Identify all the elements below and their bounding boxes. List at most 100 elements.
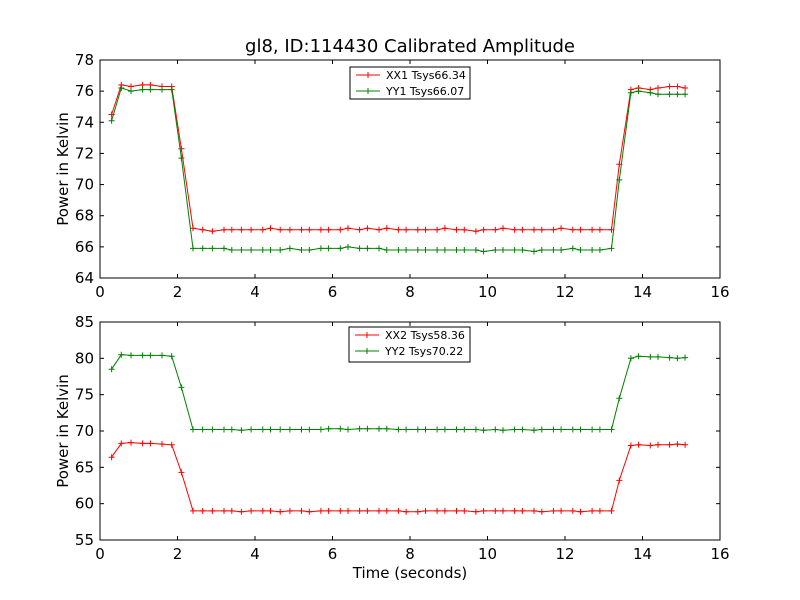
data-point: [550, 426, 557, 433]
data-point: [461, 426, 468, 433]
data-point: [461, 247, 468, 253]
data-point: [492, 247, 499, 253]
data-point: [383, 247, 390, 253]
data-point: [267, 225, 274, 232]
data-point: [519, 426, 526, 433]
data-point: [376, 245, 382, 252]
data-point: [666, 91, 673, 98]
data-point: [306, 226, 313, 233]
data-point: [178, 469, 185, 476]
data-point: [519, 226, 526, 233]
data-point: [414, 247, 421, 253]
data-point: [383, 225, 390, 232]
data-point: [199, 507, 206, 514]
data-point: [655, 91, 661, 98]
data-point: [364, 225, 371, 232]
data-point: [267, 507, 274, 514]
data-point: [674, 441, 681, 448]
data-point: [345, 426, 351, 433]
x-tick-label: 14: [633, 545, 652, 563]
data-point: [608, 426, 615, 433]
data-point: [395, 226, 402, 233]
data-point: [441, 225, 448, 232]
y-tick-label: 75: [75, 386, 94, 404]
data-point: [472, 247, 479, 253]
data-point: [635, 88, 642, 95]
data-point: [139, 86, 146, 93]
data-point: [286, 245, 293, 252]
data-point: [221, 245, 227, 252]
data-point: [550, 247, 557, 253]
data-point: [453, 247, 460, 253]
data-point: [635, 353, 642, 360]
y-tick-label: 72: [75, 144, 94, 162]
data-point: [666, 354, 673, 361]
data-point: [228, 426, 235, 433]
data-point: [627, 355, 634, 362]
data-point: [199, 426, 206, 433]
data-point: [538, 226, 545, 233]
data-point: [434, 226, 441, 233]
data-point: [118, 85, 125, 91]
y-axis-label: Power in Kelvin: [54, 112, 72, 226]
x-tick-label: 8: [405, 545, 415, 563]
data-point: [178, 384, 185, 391]
data-point: [480, 507, 487, 514]
data-point: [147, 86, 154, 93]
data-point: [356, 507, 363, 514]
data-point: [317, 245, 324, 252]
data-point: [422, 507, 429, 514]
data-point: [511, 226, 518, 233]
data-point: [128, 439, 134, 446]
data-point: [538, 508, 545, 515]
data-point: [178, 155, 185, 162]
series-line-2-2: [111, 354, 686, 431]
y-tick-label: 68: [75, 207, 94, 225]
data-point: [383, 425, 390, 432]
data-point: [655, 353, 661, 360]
data-point: [395, 247, 402, 253]
y-tick-label: 60: [75, 495, 94, 513]
data-point: [259, 247, 266, 253]
data-point: [682, 85, 689, 91]
data-point: [128, 88, 134, 95]
data-point: [472, 426, 479, 433]
data-point: [190, 245, 196, 252]
legend-marker: [364, 332, 370, 338]
chart-title: gl8, ID:114430 Calibrated Amplitude: [245, 36, 575, 57]
x-tick-label: 10: [478, 545, 497, 563]
data-point: [248, 226, 255, 233]
data-point: [317, 507, 324, 514]
x-tick-label: 16: [710, 283, 729, 301]
data-point: [277, 508, 284, 515]
data-point: [472, 508, 479, 515]
data-point: [608, 507, 615, 514]
data-point: [383, 507, 390, 514]
x-axis-label: Time (seconds): [352, 564, 468, 582]
legend-box: [349, 66, 471, 100]
data-point: [337, 245, 344, 252]
data-point: [538, 247, 545, 253]
data-point: [228, 226, 235, 233]
data-point: [596, 247, 603, 253]
data-point: [434, 247, 441, 253]
data-point: [147, 440, 154, 447]
data-point: [376, 507, 382, 514]
y-tick-label: 70: [75, 422, 94, 440]
data-point: [558, 507, 565, 514]
data-point: [286, 507, 293, 514]
data-point: [356, 425, 363, 432]
data-point: [139, 352, 146, 359]
data-point: [569, 245, 576, 252]
y-tick-label: 78: [75, 51, 94, 69]
data-point: [441, 426, 448, 433]
data-point: [286, 226, 293, 233]
data-point: [569, 507, 576, 514]
data-point: [325, 507, 332, 514]
data-point: [596, 426, 603, 433]
data-point: [306, 426, 313, 433]
data-point: [221, 426, 227, 433]
data-point: [550, 226, 557, 233]
data-point: [248, 426, 255, 433]
